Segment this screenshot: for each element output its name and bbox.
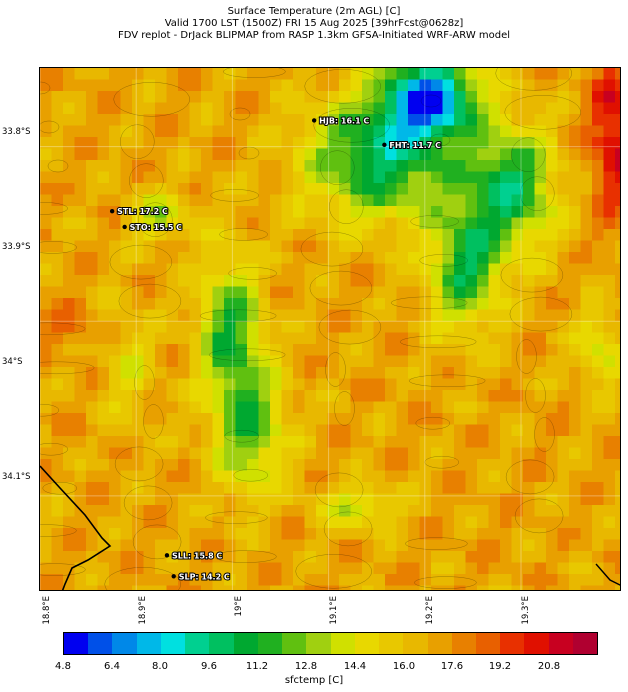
map-valid-time: Valid 1700 LST (1500Z) FRI 15 Aug 2025 [… (164, 18, 464, 29)
colorbar-segment (427, 633, 452, 654)
temperature-map[interactable]: HJB: 16.1 C FHT: 11.7 C STL: 17.2 C STO: 15… (39, 67, 621, 591)
colorbar-segment (572, 633, 598, 654)
station-label: SLP: 14.2 C (179, 572, 230, 581)
colorbar-tick: 4.8 (55, 661, 71, 672)
lat-label: 34°S (2, 357, 23, 367)
colorbar-segment (209, 633, 234, 654)
station-marker (311, 118, 317, 123)
station-marker (164, 553, 170, 558)
colorbar-tick: 14.4 (343, 661, 367, 672)
colorbar-segment (306, 633, 331, 654)
lon-label: 19.3°E (521, 596, 531, 625)
map-title: Surface Temperature (2m AGL) [C] (227, 6, 401, 17)
lon-label: 19°E (234, 596, 244, 617)
colorbar-tick: 8.0 (152, 661, 168, 672)
colorbar-segment (475, 633, 501, 654)
coastline (40, 465, 112, 590)
lon-label: 19.1°E (329, 596, 339, 625)
colorbar-tick: 9.6 (201, 661, 217, 672)
colorbar-segment (451, 633, 476, 654)
colorbar-segment (88, 633, 113, 654)
station-stl[interactable]: STL: 17.2 C (109, 206, 169, 217)
colorbar-segment (282, 633, 307, 654)
temperature-grid (40, 68, 620, 590)
lat-label: 33.8°S (2, 127, 31, 137)
colorbar-segment (185, 633, 210, 654)
station-marker (382, 142, 387, 148)
graticule (40, 68, 620, 590)
colorbar (63, 632, 598, 655)
station-marker (109, 209, 115, 214)
station-slp[interactable]: SLP: 14.2 C (171, 571, 231, 582)
station-label: STO: 15.5 C (130, 223, 183, 232)
station-label: FHT: 11.7 C (389, 141, 441, 150)
colorbar-segment (136, 633, 161, 654)
colorbar-tick: 19.2 (488, 661, 512, 672)
colorbar-tick: 6.4 (104, 661, 120, 672)
colorbar-tick: 17.6 (440, 661, 464, 672)
colorbar-segment (330, 633, 355, 654)
terrain-contours (40, 68, 581, 590)
station-label: SLL: 15.8 C (172, 551, 222, 560)
station-sll[interactable]: SLL: 15.8 C (164, 550, 223, 561)
station-hjb[interactable]: HJB: 16.1 C (311, 115, 370, 126)
stations: HJB: 16.1 C FHT: 11.7 C STL: 17.2 C STO: 15… (109, 115, 442, 582)
lon-label: 18.8°E (42, 596, 52, 625)
colorbar-tick: 12.8 (294, 661, 318, 672)
coastline-east (595, 563, 620, 586)
colorbar-segment (233, 633, 258, 654)
colorbar-segment (64, 633, 89, 654)
colorbar-segment (548, 633, 573, 654)
station-sto[interactable]: STO: 15.5 C (122, 222, 183, 233)
station-marker (171, 574, 176, 579)
colorbar-segment (524, 633, 549, 654)
colorbar-label: sfctemp [C] (284, 675, 344, 686)
lon-label: 19.2°E (425, 596, 435, 625)
colorbar-segment (112, 633, 137, 654)
lat-label: 33.9°S (2, 242, 31, 252)
colorbar-segment (354, 633, 380, 654)
colorbar-segment (379, 633, 404, 654)
station-label: STL: 17.2 C (117, 207, 168, 216)
colorbar-segment (403, 633, 428, 654)
lat-label: 34.1°S (2, 472, 31, 482)
colorbar-segment (257, 633, 283, 654)
colorbar-tick: 16.0 (392, 661, 416, 672)
station-fht[interactable]: FHT: 11.7 C (382, 140, 442, 151)
map-subtitle: FDV replot - DrJack BLIPMAP from RASP 1.… (117, 30, 511, 41)
station-marker (122, 224, 127, 230)
colorbar-tick: 20.8 (537, 661, 561, 672)
map-canvas: HJB: 16.1 C FHT: 11.7 C STL: 17.2 C STO: 15… (40, 68, 620, 590)
station-label: HJB: 16.1 C (319, 116, 369, 125)
colorbar-tick: 11.2 (245, 661, 269, 672)
colorbar-segment (500, 633, 525, 654)
lon-label: 18.9°E (138, 596, 148, 625)
colorbar-segment (160, 633, 186, 654)
